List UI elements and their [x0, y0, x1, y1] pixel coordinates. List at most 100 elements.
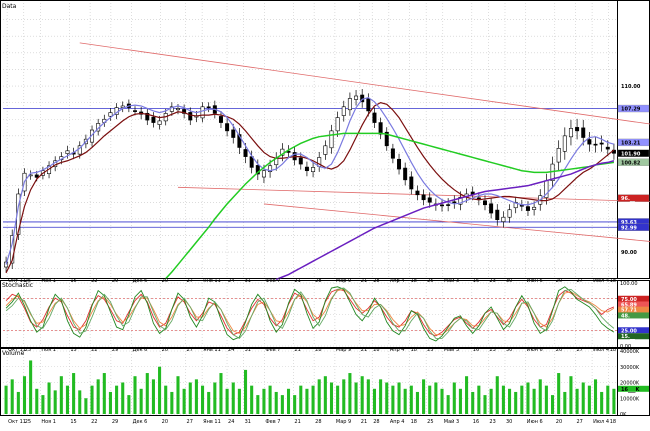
candle-down	[605, 146, 610, 150]
candle-up	[311, 167, 316, 173]
x-axis-date-label: Окт 11	[8, 347, 26, 353]
volume-bar	[575, 388, 579, 414]
price-value-label: 92.99	[621, 225, 637, 231]
volume-bar	[176, 376, 180, 414]
candle-up	[507, 209, 512, 218]
candle-down	[384, 131, 389, 147]
candle-down	[304, 166, 309, 172]
volume-bar	[563, 391, 567, 414]
stochastic-line-green	[5, 286, 615, 342]
volume-bar	[415, 391, 419, 414]
x-axis-date-label: Апр 4	[390, 278, 405, 284]
x-axis-date-label: 18	[411, 347, 417, 353]
price-value-label: 96.__	[621, 196, 635, 202]
x-axis-date-label: Июл 4	[593, 347, 609, 353]
x-axis-date-label: 25	[427, 278, 433, 284]
volume-bar	[293, 395, 297, 414]
volume-bar	[256, 395, 260, 414]
volume-bar	[477, 385, 481, 414]
candle-up	[157, 120, 162, 125]
candle-down	[446, 204, 451, 206]
x-axis-date-label: 23	[489, 278, 495, 284]
x-axis-date-label: 21	[294, 347, 300, 353]
price-value-label: 103.21	[621, 140, 641, 146]
candle-up	[108, 112, 113, 117]
price-panel-title: Data	[2, 3, 17, 10]
trend-channel-line	[79, 42, 650, 125]
volume-bar	[600, 391, 604, 414]
candle-down	[483, 200, 487, 206]
volume-bar	[16, 391, 20, 414]
stochastic-axis-tick-label: 0.00	[620, 344, 631, 350]
price-value-label: 93.63	[621, 220, 637, 226]
volume-bar	[514, 391, 518, 414]
x-axis-date-label: Янв 11	[203, 278, 221, 284]
volume-bar	[501, 385, 505, 414]
volume-bar	[569, 376, 573, 414]
volume-bar	[268, 385, 272, 414]
volume-bar	[121, 382, 125, 414]
candle-down	[225, 123, 230, 132]
stochastic-value-badge	[618, 306, 649, 313]
volume-bar	[243, 369, 248, 414]
volume-bar	[593, 379, 598, 414]
volume-value-badge	[618, 385, 649, 392]
volume-bar	[225, 388, 229, 414]
x-axis-date-label: Дек 6	[133, 419, 148, 425]
x-axis-date-label: Июл 4	[593, 419, 609, 425]
x-axis-date-label: Май 3	[444, 346, 459, 353]
x-axis-date-label: 15	[70, 347, 76, 353]
x-axis-date-label: 31	[245, 419, 251, 425]
stochastic-value-label: 65.89	[621, 302, 637, 308]
stochastic-value-label: 15.__	[621, 334, 635, 340]
x-axis-date-label: 22	[91, 419, 97, 425]
candle-up	[354, 95, 359, 100]
x-axis-date-label: 25	[427, 347, 433, 353]
volume-bar	[409, 385, 413, 414]
x-axis-date-label: 27	[187, 419, 193, 425]
candle-up	[176, 108, 180, 111]
volume-bar	[483, 395, 487, 414]
x-axis-date-label: Окт 11	[8, 278, 26, 284]
volume-bar	[219, 373, 223, 414]
candle-down	[237, 134, 242, 148]
stochastic-value-badge	[618, 333, 649, 340]
volume-bar	[213, 382, 217, 414]
candle-up	[120, 105, 125, 108]
candle-down	[489, 203, 494, 214]
candle-up	[556, 148, 561, 163]
stochastic-value-badge	[618, 312, 649, 319]
volume-bar	[286, 388, 291, 414]
x-axis-date-label: 31	[245, 347, 251, 353]
price-value-badge	[617, 104, 650, 113]
x-axis-date-label: 25	[427, 419, 433, 425]
volume-bar	[78, 390, 82, 414]
stochastic-value-badge	[618, 301, 649, 308]
volume-bar	[72, 373, 76, 414]
volume-bar	[145, 373, 149, 414]
stochastic-axis-tick-label: 100.00	[620, 281, 638, 287]
x-axis-date-label: 20	[162, 419, 168, 425]
x-axis-date-label: 18	[411, 419, 417, 425]
stochastic-line-lightgreen	[5, 287, 615, 340]
candle-down	[231, 129, 236, 138]
volume-bar	[158, 366, 162, 414]
x-axis-date-label: Июн 6	[527, 347, 543, 353]
volume-bar	[471, 391, 475, 414]
moving-average-green	[165, 132, 615, 280]
candle-up	[200, 106, 205, 119]
volume-bar	[201, 385, 205, 414]
x-axis-date-label: Май 3	[444, 277, 459, 284]
x-axis-date-label: Апр 4	[390, 347, 405, 353]
volume-bar	[348, 373, 352, 414]
x-axis-date-label: Мар 9	[336, 278, 351, 284]
candle-down	[255, 165, 260, 175]
volume-bar	[305, 388, 309, 414]
x-axis-date-label: 23	[489, 347, 495, 353]
x-axis-date-label: 18	[610, 347, 616, 353]
price-value-badge	[617, 194, 650, 202]
x-axis-date-label: 29	[112, 347, 118, 353]
candle-down	[145, 112, 150, 121]
x-axis-date-label: 20	[556, 278, 562, 284]
